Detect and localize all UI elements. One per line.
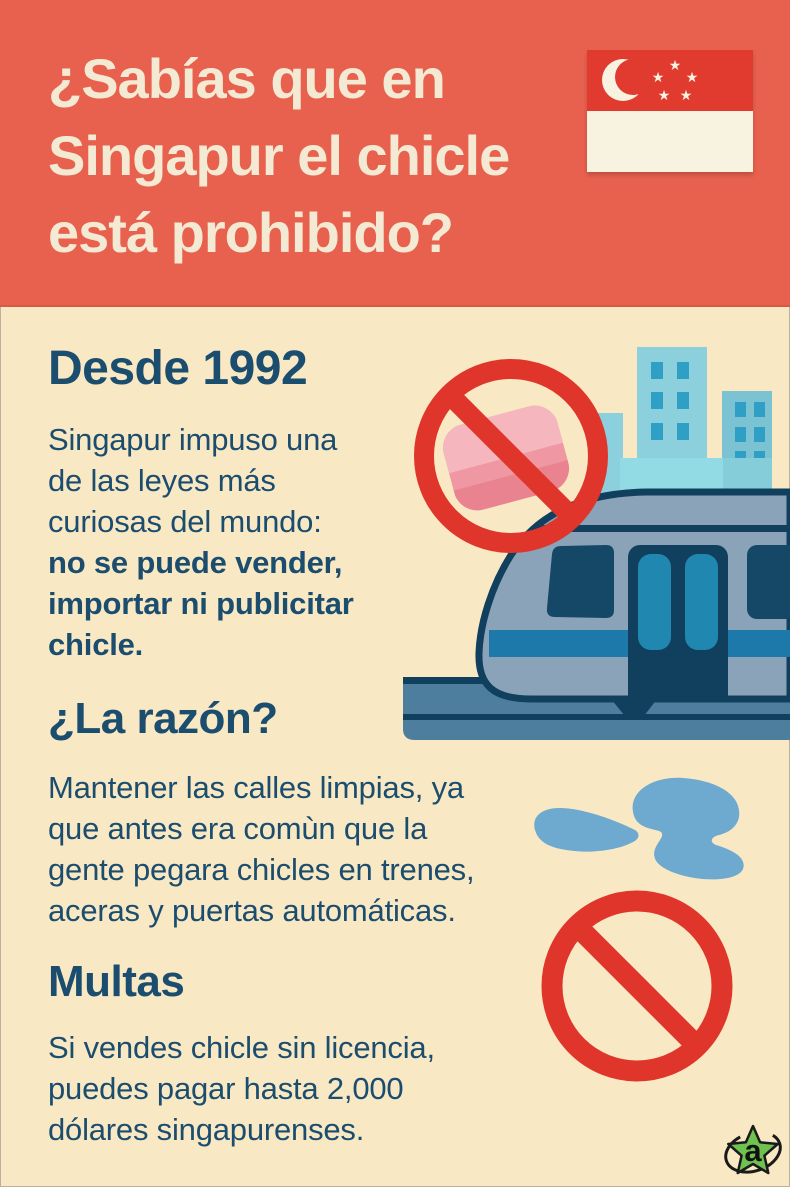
svg-text:★: ★ bbox=[658, 88, 671, 104]
svg-text:★: ★ bbox=[686, 70, 699, 86]
body-line: aceras y puertas automáticas. bbox=[48, 893, 456, 928]
body-line: que antes era comùn que la bbox=[48, 811, 428, 846]
section-body-multas: Si vendes chicle sin licencia, puedes pa… bbox=[48, 1027, 435, 1150]
prohibition-sign-icon bbox=[541, 890, 733, 1082]
section-body-desde-1992: Singapur impuso una de las leyes más cur… bbox=[48, 419, 354, 665]
body-line: dólares singapurenses. bbox=[48, 1112, 365, 1147]
title-line-3: está prohibido? bbox=[48, 201, 454, 264]
header-banner: ¿Sabías que en Singapur el chicle está p… bbox=[0, 0, 790, 307]
city-train-icon bbox=[403, 347, 790, 740]
page-title: ¿Sabías que en Singapur el chicle está p… bbox=[48, 40, 510, 271]
body-line-bold: chicle. bbox=[48, 627, 144, 662]
body-line-bold: no se puede vender, bbox=[48, 545, 343, 580]
five-stars-icon: ★ ★ ★ ★ ★ bbox=[652, 58, 699, 104]
section-body-la-razon: Mantener las calles limpias, ya que ante… bbox=[48, 767, 475, 931]
body-line: Si vendes chicle sin licencia, bbox=[48, 1030, 435, 1065]
title-line-1: ¿Sabías que en bbox=[48, 47, 446, 110]
svg-text:★: ★ bbox=[669, 58, 682, 74]
body-line: Singapur impuso una bbox=[48, 422, 338, 457]
title-line-2: Singapur el chicle bbox=[48, 124, 510, 187]
svg-text:★: ★ bbox=[680, 88, 693, 104]
body-line-bold: importar ni publicitar bbox=[48, 586, 354, 621]
brand-star-logo: a bbox=[724, 1124, 782, 1175]
singapore-flag-icon: ★ ★ ★ ★ ★ bbox=[587, 50, 753, 172]
gum-splat-icon bbox=[534, 777, 744, 880]
body-line: gente pegara chicles en trenes, bbox=[48, 852, 475, 887]
section-heading-la-razon: ¿La razón? bbox=[48, 694, 278, 743]
train-door bbox=[628, 545, 728, 699]
svg-text:★: ★ bbox=[652, 70, 665, 86]
body-line: puedes pagar hasta 2,000 bbox=[48, 1071, 404, 1106]
body-line: Mantener las calles limpias, ya bbox=[48, 770, 464, 805]
crescent-icon bbox=[602, 59, 651, 101]
logo-letter: a bbox=[744, 1133, 762, 1168]
no-gum-sign-icon bbox=[414, 359, 608, 553]
windshield bbox=[546, 545, 614, 618]
body-line: curiosas del mundo: bbox=[48, 504, 322, 539]
star-icon bbox=[727, 1124, 779, 1175]
body-line: de las leyes más bbox=[48, 463, 276, 498]
section-heading-multas: Multas bbox=[48, 957, 185, 1006]
section-heading-desde-1992: Desde 1992 bbox=[48, 342, 308, 395]
buildings-icon bbox=[595, 347, 772, 503]
